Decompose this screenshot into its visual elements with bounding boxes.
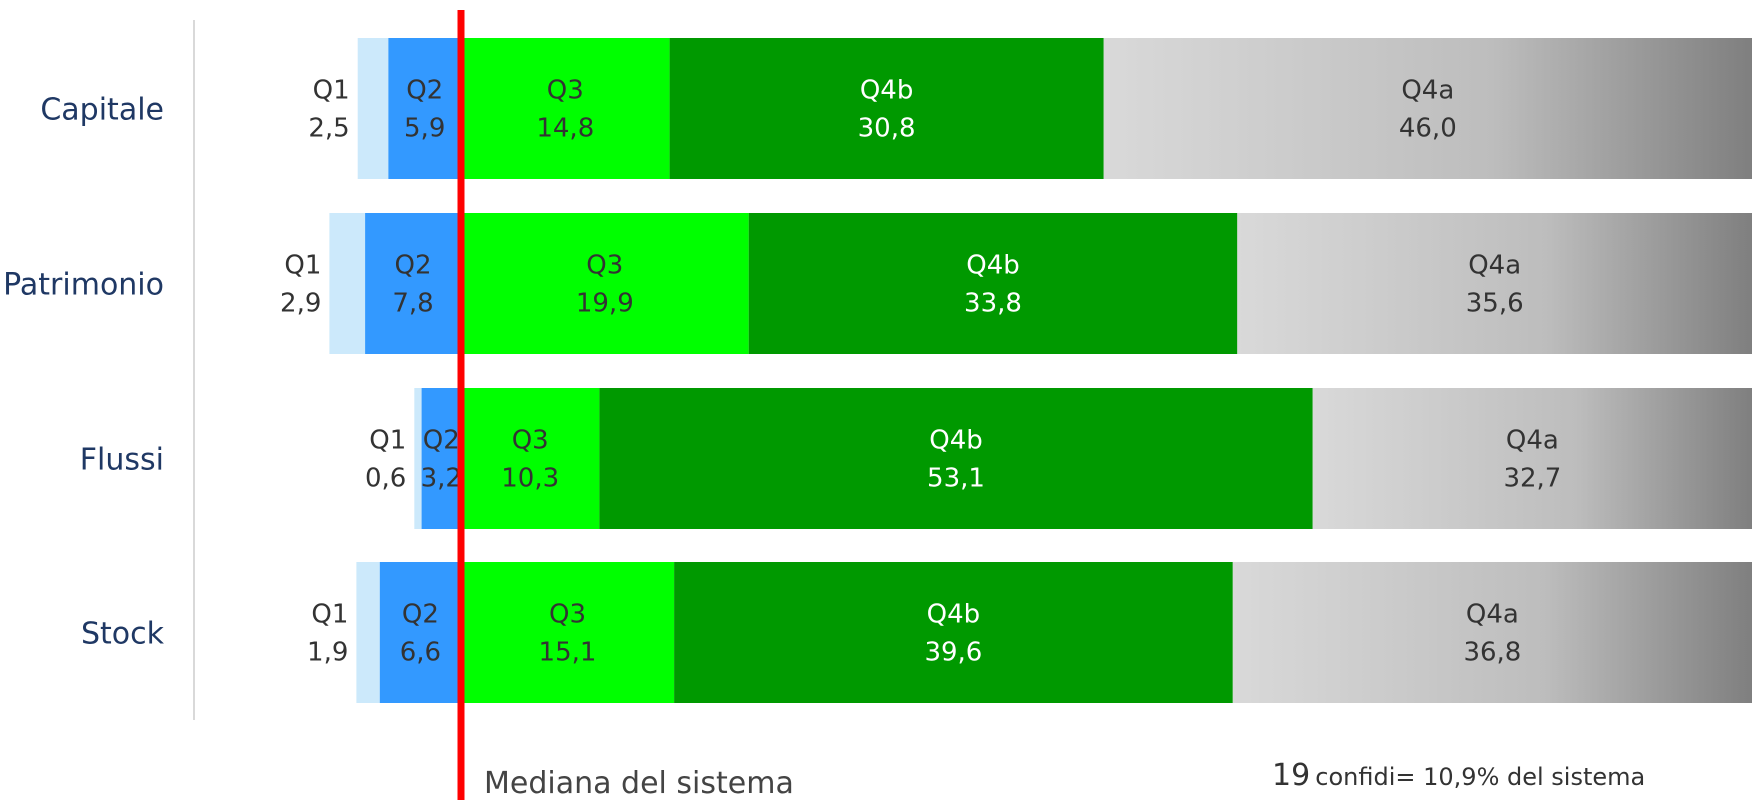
bar-segment-patrimonio-q3 — [461, 213, 749, 354]
segment-value-capitale-q4b: 30,8 — [858, 114, 916, 144]
segment-name-patrimonio-q4a: Q4a — [1468, 251, 1521, 281]
bar-segment-stock-q2 — [379, 562, 461, 703]
segment-name-capitale-q4a: Q4a — [1401, 76, 1454, 106]
bar-segment-capitale-q4b — [669, 38, 1104, 179]
segment-name-stock-q1: Q1 — [311, 600, 348, 630]
segment-value-capitale-q1: 2,5 — [308, 114, 349, 144]
segment-name-capitale-q2: Q2 — [406, 76, 443, 106]
bar-segment-stock-q4b — [674, 562, 1233, 703]
segment-name-patrimonio-q1: Q1 — [284, 251, 321, 281]
segment-name-patrimonio-q2: Q2 — [394, 251, 431, 281]
segment-value-capitale-q2: 5,9 — [404, 114, 445, 144]
segment-value-flussi-q3: 10,3 — [501, 464, 559, 494]
bar-segment-capitale-q1 — [357, 38, 389, 179]
bar-segment-stock-q4a — [1232, 562, 1752, 703]
category-label-patrimonio: Patrimonio — [3, 268, 164, 303]
segment-value-stock-q2: 6,6 — [400, 638, 441, 668]
segment-value-stock-q3: 15,1 — [539, 638, 597, 668]
segment-value-stock-q4b: 39,6 — [924, 638, 982, 668]
median-line-label: Mediana del sistema — [484, 766, 794, 801]
segment-value-flussi-q4a: 32,7 — [1503, 464, 1561, 494]
confidi-text: confidi= 10,9% del sistema — [1315, 763, 1646, 791]
category-label-stock: Stock — [81, 617, 165, 652]
segment-name-flussi-q1: Q1 — [369, 426, 406, 456]
segment-name-capitale-q3: Q3 — [547, 76, 584, 106]
bar-segment-flussi-q3 — [461, 388, 600, 529]
segment-name-capitale-q1: Q1 — [313, 76, 350, 106]
segment-value-stock-q4a: 36,8 — [1463, 638, 1521, 668]
segment-value-flussi-q2: 3,2 — [421, 464, 462, 494]
segment-name-capitale-q4b: Q4b — [860, 76, 914, 106]
category-label-capitale: Capitale — [40, 93, 164, 128]
segment-name-flussi-q4a: Q4a — [1506, 426, 1559, 456]
segment-value-flussi-q4b: 53,1 — [927, 464, 985, 494]
segment-name-flussi-q4b: Q4b — [929, 426, 983, 456]
segment-value-patrimonio-q2: 7,8 — [392, 289, 433, 319]
segment-name-stock-q4b: Q4b — [927, 600, 981, 630]
segment-value-patrimonio-q3: 19,9 — [576, 289, 634, 319]
segment-value-capitale-q3: 14,8 — [536, 114, 594, 144]
confidi-count: 19 — [1272, 758, 1311, 793]
segment-value-patrimonio-q4a: 35,6 — [1466, 289, 1524, 319]
bar-segment-patrimonio-q2 — [365, 213, 461, 354]
segment-name-patrimonio-q4b: Q4b — [966, 251, 1020, 281]
segment-name-stock-q2: Q2 — [402, 600, 439, 630]
segment-name-flussi-q2: Q2 — [423, 426, 460, 456]
segment-value-patrimonio-q1: 2,9 — [280, 289, 321, 319]
bar-segment-flussi-q4a — [1312, 388, 1752, 529]
bar-segment-patrimonio-q1 — [329, 213, 366, 354]
bar-segment-capitale-q4a — [1103, 38, 1752, 179]
segment-value-flussi-q1: 0,6 — [365, 464, 406, 494]
segment-name-flussi-q3: Q3 — [512, 426, 549, 456]
bar-segment-capitale-q2 — [388, 38, 461, 179]
bar-segment-capitale-q3 — [461, 38, 670, 179]
segment-name-stock-q3: Q3 — [549, 600, 586, 630]
bar-segment-stock-q3 — [461, 562, 675, 703]
segment-name-stock-q4a: Q4a — [1466, 600, 1519, 630]
segment-name-patrimonio-q3: Q3 — [586, 251, 623, 281]
bar-segment-patrimonio-q4a — [1237, 213, 1752, 354]
bar-segment-stock-q1 — [356, 562, 380, 703]
bar-segment-flussi-q4b — [599, 388, 1313, 529]
segment-value-capitale-q4a: 46,0 — [1399, 114, 1457, 144]
segment-value-stock-q1: 1,9 — [307, 638, 348, 668]
segment-value-patrimonio-q4b: 33,8 — [964, 289, 1022, 319]
bar-segment-patrimonio-q4b — [748, 213, 1238, 354]
bar-segment-flussi-q2 — [421, 388, 461, 529]
confidi-note: 19 confidi= 10,9% del sistema — [1272, 758, 1645, 793]
bar-segment-flussi-q1 — [414, 388, 422, 529]
category-label-flussi: Flussi — [80, 443, 164, 478]
